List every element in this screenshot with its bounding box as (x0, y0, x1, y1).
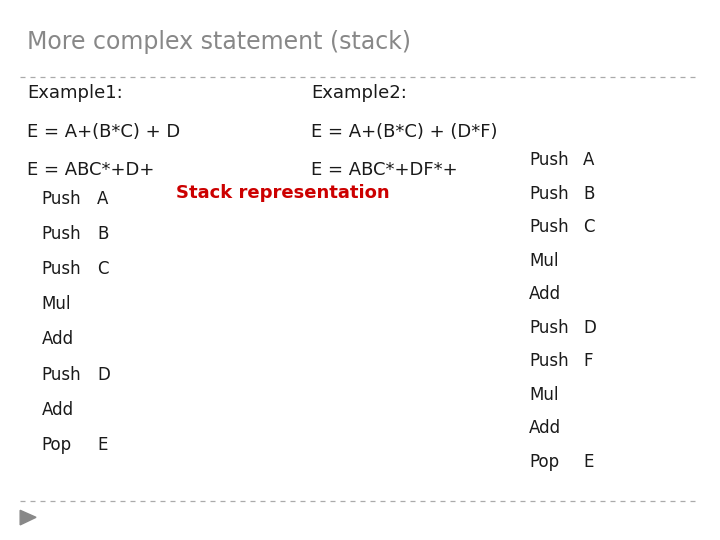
Text: Add: Add (42, 401, 74, 418)
Text: Add: Add (42, 330, 74, 348)
Text: Mul: Mul (529, 252, 559, 269)
Text: A: A (97, 190, 109, 208)
Text: Stack representation: Stack representation (176, 184, 390, 201)
Text: Example2:: Example2: (311, 84, 407, 102)
Text: E: E (583, 453, 593, 470)
Text: E = ABC*+DF*+: E = ABC*+DF*+ (311, 161, 458, 179)
Text: C: C (97, 260, 109, 278)
Text: Mul: Mul (529, 386, 559, 403)
Text: Push: Push (42, 225, 81, 243)
Text: E = ABC*+D+: E = ABC*+D+ (27, 161, 155, 179)
Text: Add: Add (529, 285, 562, 303)
Text: Push: Push (529, 185, 569, 202)
Text: E = A+(B*C) + D: E = A+(B*C) + D (27, 123, 181, 140)
Text: Push: Push (529, 319, 569, 336)
Text: A: A (583, 151, 595, 169)
Text: Add: Add (529, 419, 562, 437)
Text: Mul: Mul (42, 295, 71, 313)
Text: E: E (97, 436, 107, 454)
Text: D: D (97, 366, 110, 383)
Text: E = A+(B*C) + (D*F): E = A+(B*C) + (D*F) (311, 123, 498, 140)
Text: Pop: Pop (42, 436, 72, 454)
Text: F: F (583, 352, 593, 370)
Text: B: B (97, 225, 109, 243)
Text: C: C (583, 218, 595, 236)
Text: Example1:: Example1: (27, 84, 123, 102)
Text: Push: Push (529, 352, 569, 370)
Text: B: B (583, 185, 595, 202)
Text: More complex statement (stack): More complex statement (stack) (27, 30, 411, 53)
Text: Push: Push (42, 260, 81, 278)
Text: Push: Push (42, 366, 81, 383)
Text: D: D (583, 319, 596, 336)
Text: Pop: Pop (529, 453, 559, 470)
Text: Push: Push (529, 218, 569, 236)
Text: Push: Push (529, 151, 569, 169)
Polygon shape (20, 510, 36, 525)
Text: Push: Push (42, 190, 81, 208)
